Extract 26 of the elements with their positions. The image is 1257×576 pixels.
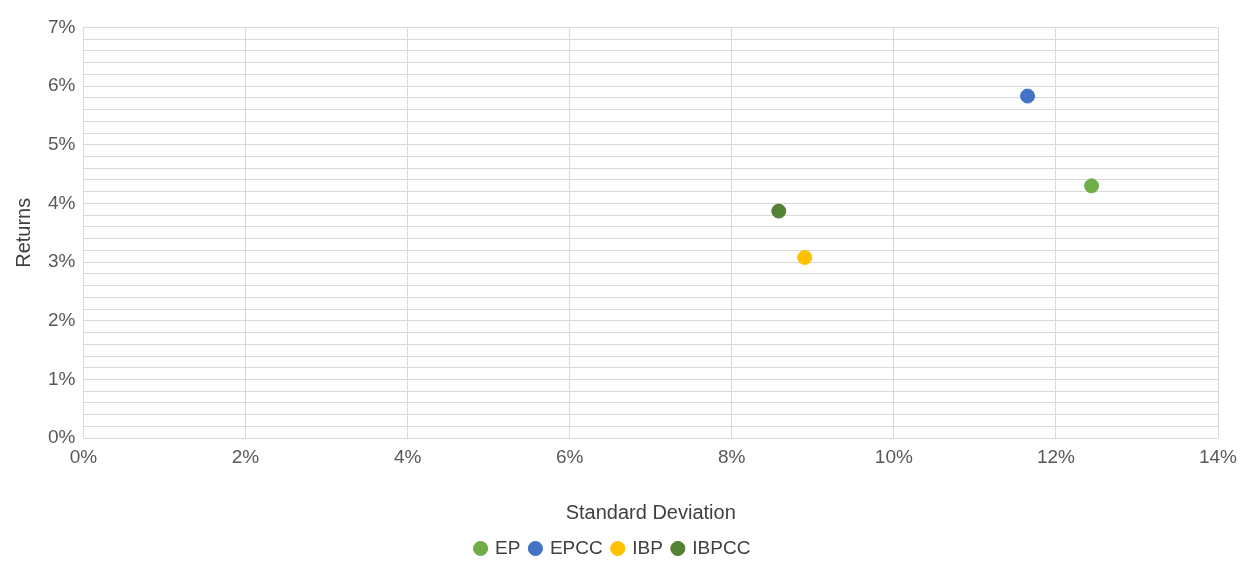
y-axis-title: Returns bbox=[11, 197, 34, 268]
legend-label: EP bbox=[495, 536, 521, 558]
x-tick-label: 4% bbox=[393, 445, 422, 467]
point bbox=[771, 203, 787, 219]
x-tick-label: 8% bbox=[718, 445, 746, 467]
x-tick-label: 6% bbox=[555, 445, 584, 467]
point bbox=[1084, 178, 1100, 194]
y-tick-label: 0% bbox=[47, 426, 76, 448]
y-tick-label: 7% bbox=[47, 15, 76, 37]
y-tick-label: 3% bbox=[47, 250, 76, 272]
x-tick-label: 2% bbox=[231, 445, 260, 467]
x-tick-label: 14% bbox=[1198, 445, 1238, 467]
y-tick-label: 1% bbox=[47, 367, 76, 389]
x-tick-label: 10% bbox=[874, 445, 913, 467]
legend-label: IBP bbox=[632, 536, 663, 558]
point bbox=[1020, 88, 1036, 104]
legend-label: IBPCC bbox=[692, 536, 751, 558]
x-axis-title: Standard Deviation bbox=[565, 500, 736, 523]
y-tick-label: 5% bbox=[47, 133, 76, 155]
y-tick-label: 2% bbox=[47, 309, 76, 331]
x-tick-label: 12% bbox=[1036, 445, 1076, 467]
x-tick-label: 0% bbox=[69, 445, 98, 467]
point bbox=[797, 249, 813, 265]
y-tick-label: 4% bbox=[47, 191, 76, 213]
legend-label: EPCC bbox=[549, 536, 603, 558]
y-tick-label: 6% bbox=[47, 74, 76, 96]
